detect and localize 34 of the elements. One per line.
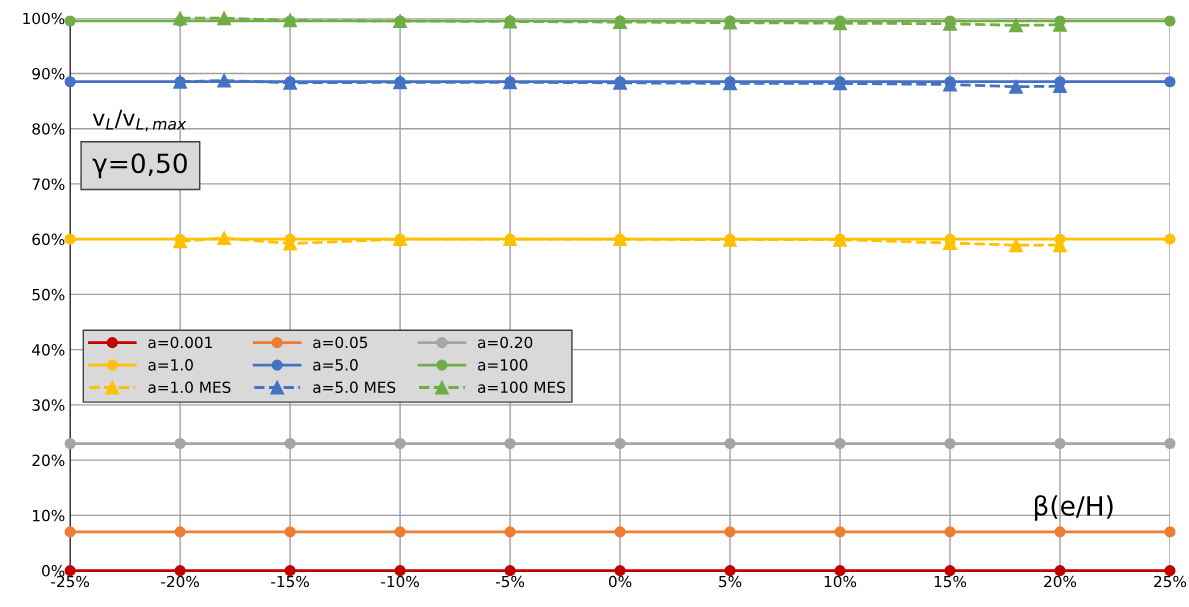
y-tick-label: 80%: [32, 123, 65, 135]
x-tick-label: 5%: [719, 575, 742, 588]
x-tick-label: -10%: [381, 575, 419, 588]
x-tick-label: -15%: [271, 575, 310, 588]
y-tick-label: 90%: [32, 67, 65, 80]
y-tick-label: 50%: [32, 288, 65, 301]
x-axis-title: β(e/H): [1034, 495, 1113, 521]
y-tick-label: 60%: [32, 233, 65, 246]
x-tick-label: 10%: [824, 575, 857, 588]
x-tick-label: -5%: [495, 575, 525, 588]
x-tick-label: 20%: [1044, 575, 1077, 588]
legend-label: a=1.0 MES: [148, 381, 231, 394]
y-tick-label: 70%: [32, 178, 65, 190]
legend-label: a=0.001: [148, 336, 212, 349]
x-tick-label: -25%: [51, 575, 90, 588]
legend-label: a=0.20: [478, 336, 533, 349]
legend-label: a=0.05: [313, 336, 368, 349]
legend-label: a=1.0: [148, 359, 193, 371]
x-tick-label: -20%: [161, 575, 200, 588]
y-tick-label: 0%: [42, 565, 65, 577]
y-tick-label: 20%: [32, 454, 65, 467]
y-tick-label: 100%: [23, 12, 65, 25]
y-tick-label: 30%: [32, 399, 65, 411]
x-tick-label: 25%: [1154, 575, 1187, 588]
legend-label: a=5.0 MES: [313, 381, 396, 394]
x-tick-label: 0%: [608, 575, 632, 588]
legend-label: a=5.0: [313, 359, 358, 371]
y-tick-label: 40%: [32, 344, 65, 356]
y-axis-title: v$_{L}$/v$_{L,max}$: [92, 109, 187, 132]
annotation: γ=0,50: [92, 153, 187, 179]
legend-label: a=100 MES: [478, 381, 565, 394]
x-tick-label: 15%: [934, 575, 967, 588]
legend-label: a=100: [478, 359, 528, 371]
y-tick-label: 10%: [33, 509, 65, 522]
